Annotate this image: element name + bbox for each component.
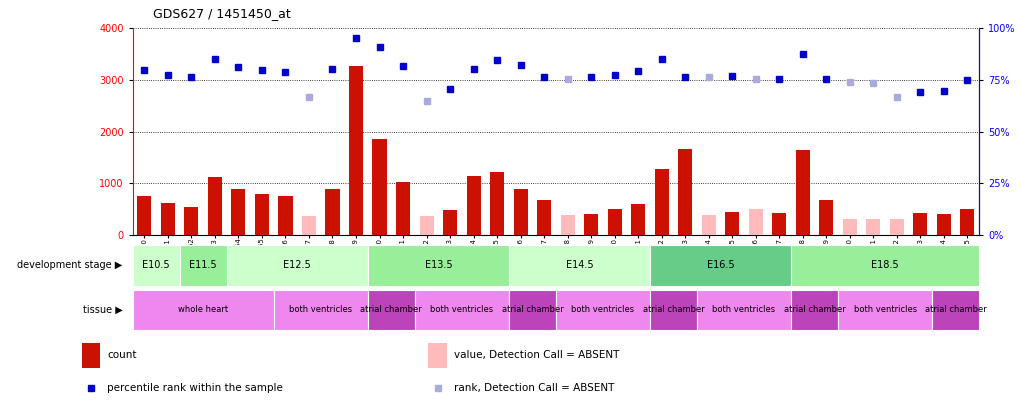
Bar — [325, 190, 339, 235]
Bar — [838, 290, 931, 330]
Text: value, Detection Call = ABSENT: value, Detection Call = ABSENT — [453, 350, 619, 360]
Bar — [649, 245, 791, 286]
Bar — [696, 290, 791, 330]
Bar — [466, 175, 480, 235]
Text: GDS627 / 1451450_at: GDS627 / 1451450_at — [153, 7, 290, 20]
Bar — [931, 290, 978, 330]
Bar — [419, 216, 433, 235]
Bar — [231, 190, 246, 235]
Bar — [678, 149, 692, 235]
Bar — [428, 343, 446, 368]
Bar — [208, 177, 222, 235]
Text: atrial chamber: atrial chamber — [783, 305, 845, 314]
Text: E13.5: E13.5 — [424, 260, 451, 270]
Bar — [795, 150, 809, 235]
Text: both ventricles: both ventricles — [853, 305, 916, 314]
Bar — [701, 215, 715, 235]
Bar — [555, 290, 649, 330]
Bar — [138, 196, 151, 235]
Text: atrial chamber: atrial chamber — [924, 305, 985, 314]
Text: E16.5: E16.5 — [706, 260, 734, 270]
Text: both ventricles: both ventricles — [430, 305, 493, 314]
Bar — [508, 245, 649, 286]
Bar — [132, 245, 179, 286]
Text: E18.5: E18.5 — [870, 260, 898, 270]
Text: rank, Detection Call = ABSENT: rank, Detection Call = ABSENT — [453, 383, 613, 393]
Bar — [395, 182, 410, 235]
Bar — [865, 219, 879, 235]
Bar — [273, 290, 368, 330]
Bar — [132, 290, 273, 330]
Bar — [935, 214, 950, 235]
Bar — [489, 173, 503, 235]
Bar — [537, 200, 550, 235]
Bar — [584, 214, 597, 235]
Text: development stage ▶: development stage ▶ — [17, 260, 122, 270]
Bar — [514, 190, 527, 235]
Text: percentile rank within the sample: percentile rank within the sample — [107, 383, 282, 393]
Bar — [960, 209, 973, 235]
Bar — [368, 290, 415, 330]
Text: atrial chamber: atrial chamber — [642, 305, 704, 314]
Bar — [179, 245, 226, 286]
Text: E12.5: E12.5 — [283, 260, 311, 270]
Bar — [771, 213, 786, 235]
Text: atrial chamber: atrial chamber — [501, 305, 562, 314]
Bar — [184, 207, 199, 235]
Bar — [654, 169, 668, 235]
Text: E11.5: E11.5 — [190, 260, 217, 270]
Bar — [415, 290, 508, 330]
Bar — [842, 219, 856, 235]
Bar — [791, 290, 838, 330]
Bar — [442, 210, 457, 235]
Bar — [725, 212, 739, 235]
Text: E10.5: E10.5 — [143, 260, 170, 270]
Bar — [82, 343, 100, 368]
Bar — [278, 196, 292, 235]
Bar — [368, 245, 508, 286]
Bar — [607, 209, 622, 235]
Text: both ventricles: both ventricles — [712, 305, 774, 314]
Bar — [748, 209, 762, 235]
Text: atrial chamber: atrial chamber — [360, 305, 422, 314]
Bar — [372, 139, 386, 235]
Bar — [560, 215, 574, 235]
Bar — [818, 200, 833, 235]
Bar — [161, 203, 175, 235]
Bar — [912, 213, 926, 235]
Text: both ventricles: both ventricles — [571, 305, 634, 314]
Bar — [226, 245, 368, 286]
Bar — [889, 219, 903, 235]
Bar — [631, 204, 645, 235]
Text: whole heart: whole heart — [178, 305, 228, 314]
Text: tissue ▶: tissue ▶ — [83, 305, 122, 315]
Bar — [302, 216, 316, 235]
Bar — [649, 290, 696, 330]
Text: count: count — [107, 350, 137, 360]
Text: E14.5: E14.5 — [566, 260, 593, 270]
Bar — [508, 290, 555, 330]
Text: both ventricles: both ventricles — [289, 305, 352, 314]
Bar — [791, 245, 978, 286]
Bar — [348, 66, 363, 235]
Bar — [255, 194, 269, 235]
